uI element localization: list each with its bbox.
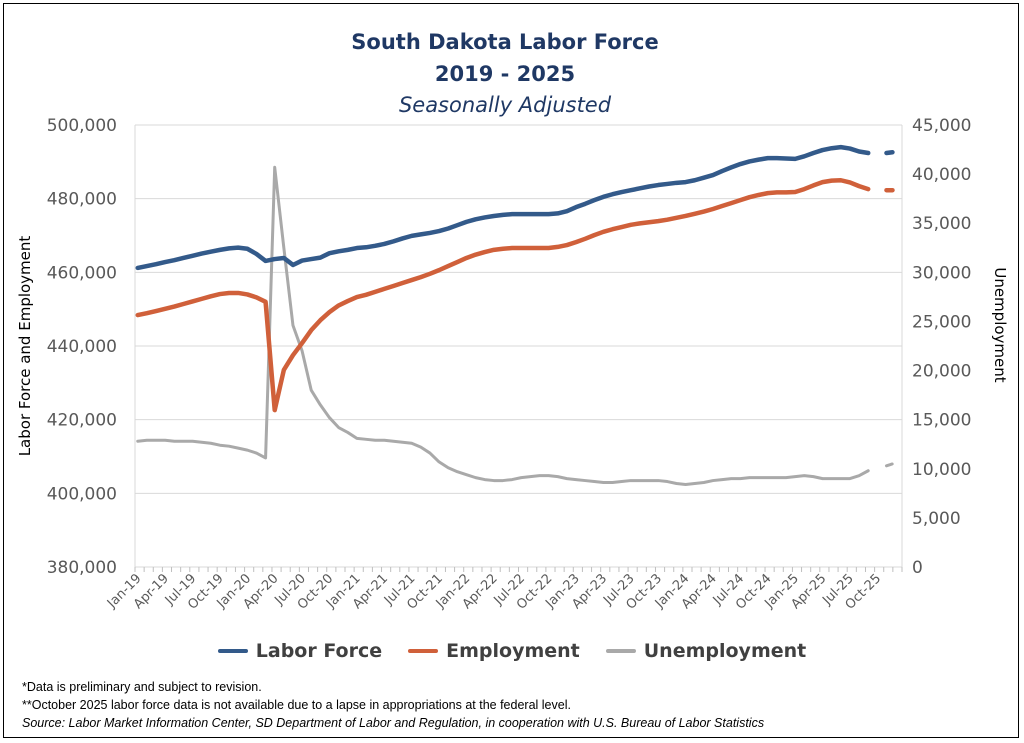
chart-frame bbox=[3, 3, 1019, 738]
y2-tick-label: 35,000 bbox=[912, 214, 971, 234]
legend-label: Labor Force bbox=[255, 640, 383, 662]
y-tick-label: 420,000 bbox=[47, 411, 117, 431]
y-tick-label: 460,000 bbox=[47, 263, 117, 283]
series-line-unemployment bbox=[136, 165, 870, 486]
y2-tick-label: 25,000 bbox=[912, 312, 971, 332]
series-line-labor-force bbox=[135, 144, 871, 271]
series-line-employment bbox=[135, 178, 871, 413]
footnotes: *Data is preliminary and subject to revi… bbox=[22, 678, 764, 732]
y2-tick-label: 5,000 bbox=[912, 509, 961, 529]
y-tick-label: 440,000 bbox=[47, 337, 117, 357]
legend-label: Unemployment bbox=[643, 640, 807, 662]
y-tick-label: 500,000 bbox=[47, 116, 117, 136]
y2-axis-title: Unemployment bbox=[991, 267, 1009, 382]
legend-item-unemployment: Unemployment bbox=[605, 640, 807, 662]
series-line-labor-force bbox=[884, 149, 898, 156]
y2-tick-label: 40,000 bbox=[912, 165, 971, 185]
series-line-unemployment bbox=[884, 461, 898, 468]
y2-tick-label: 15,000 bbox=[912, 411, 971, 431]
y-tick-label: 480,000 bbox=[47, 190, 117, 210]
chart-subtitle: 2019 - 2025 bbox=[434, 62, 576, 86]
legend-label: Employment bbox=[446, 640, 580, 662]
legend-swatch bbox=[217, 649, 248, 653]
legend-item-employment: Employment bbox=[408, 640, 580, 662]
footnote-preliminary: *Data is preliminary and subject to revi… bbox=[22, 680, 262, 694]
footnote-october: **October 2025 labor force data is not a… bbox=[22, 698, 571, 712]
footnote-source: Source: Labor Market Information Center,… bbox=[22, 716, 765, 730]
chart-subtitle-2: Seasonally Adjusted bbox=[398, 93, 612, 117]
legend: Labor Force Employment Unemployment bbox=[0, 640, 1024, 662]
y-tick-label: 400,000 bbox=[47, 484, 117, 504]
y-tick-label: 380,000 bbox=[47, 558, 117, 578]
y2-tick-label: 45,000 bbox=[912, 116, 971, 136]
legend-item-labor-force: Labor Force bbox=[217, 640, 383, 662]
y2-tick-label: 20,000 bbox=[912, 362, 971, 382]
y2-tick-label: 30,000 bbox=[912, 263, 971, 283]
chart-title: South Dakota Labor Force bbox=[351, 30, 659, 54]
legend-swatch bbox=[408, 649, 439, 653]
legend-swatch bbox=[605, 649, 636, 653]
y-axis-title: Labor Force and Employment bbox=[16, 236, 34, 457]
y2-tick-label: 10,000 bbox=[912, 460, 971, 480]
y2-tick-label: 0 bbox=[912, 558, 923, 578]
